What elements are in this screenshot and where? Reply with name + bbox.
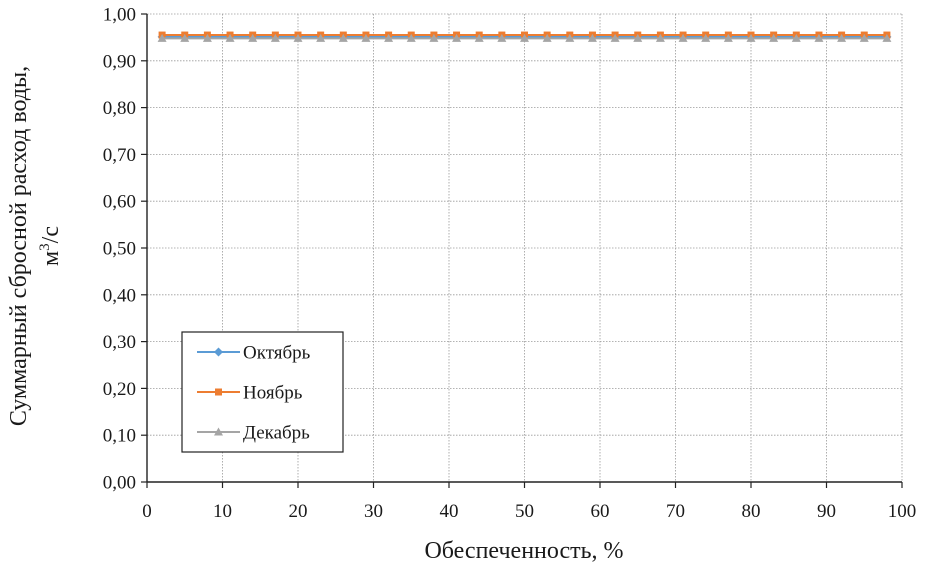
data-point xyxy=(180,33,190,42)
y-tick-label: 0,60 xyxy=(103,192,136,213)
x-tick-label: 20 xyxy=(289,501,308,522)
x-tick-label: 100 xyxy=(888,501,917,522)
data-point xyxy=(633,33,643,42)
x-tick-label: 50 xyxy=(515,501,534,522)
legend: Октябрь Ноябрь Декабрь xyxy=(181,331,344,453)
y-axis-title-line1: Суммарный сбросной расход воды, xyxy=(6,66,32,426)
y-axis-ticks: 0,00 0,10 0,20 0,30 0,40 0,50 0,60 0,70 0,80 0,90… xyxy=(103,5,147,494)
x-tick-label: 80 xyxy=(742,501,761,522)
x-tick-label: 30 xyxy=(364,501,383,522)
data-point xyxy=(723,33,733,42)
data-point xyxy=(791,33,801,42)
y-axis-unit-base: м xyxy=(38,251,64,266)
y-tick-label: 0,80 xyxy=(103,98,136,119)
data-point xyxy=(202,33,212,42)
data-point xyxy=(746,33,756,42)
data-point xyxy=(859,33,869,42)
data-point xyxy=(225,33,235,42)
data-point xyxy=(542,33,552,42)
y-tick-label: 1,00 xyxy=(103,5,136,26)
data-point xyxy=(678,33,688,42)
data-point xyxy=(361,33,371,42)
y-axis-title-line2: м3/с xyxy=(37,226,64,266)
y-tick-label: 0,30 xyxy=(103,332,136,353)
data-point xyxy=(384,33,394,42)
data-point xyxy=(520,33,529,42)
y-axis-unit-tail: /с xyxy=(38,226,64,243)
x-axis-title: Обеспеченность, % xyxy=(424,538,623,564)
y-tick-label: 0,00 xyxy=(103,473,136,494)
y-tick-label: 0,50 xyxy=(103,239,136,260)
legend-item-3: Декабрь xyxy=(197,423,310,444)
x-tick-label: 70 xyxy=(666,501,685,522)
data-point xyxy=(610,33,620,42)
data-point xyxy=(587,33,597,42)
data-point xyxy=(157,33,167,42)
legend-swatch-marker xyxy=(214,347,223,357)
data-point xyxy=(769,33,779,42)
y-tick-label: 0,40 xyxy=(103,285,136,306)
legend-swatch-marker xyxy=(215,388,222,396)
data-point xyxy=(655,33,665,42)
data-point xyxy=(565,33,575,42)
x-tick-label: 90 xyxy=(817,501,836,522)
series-group xyxy=(157,31,892,42)
legend-label: Октябрь xyxy=(243,343,311,364)
x-tick-label: 60 xyxy=(591,501,610,522)
data-point xyxy=(293,33,303,42)
data-point xyxy=(429,33,439,42)
data-point xyxy=(882,33,892,42)
data-point xyxy=(474,33,484,42)
legend-label: Ноябрь xyxy=(243,383,303,404)
data-point xyxy=(497,33,507,42)
data-point xyxy=(837,33,847,42)
data-point xyxy=(814,33,824,42)
legend-swatch-marker xyxy=(214,427,223,436)
x-tick-label: 10 xyxy=(213,501,232,522)
legend-item-2: Ноябрь xyxy=(197,383,303,404)
legend-label: Декабрь xyxy=(243,423,310,444)
data-point xyxy=(248,33,258,42)
data-point xyxy=(701,33,711,42)
y-tick-label: 0,10 xyxy=(103,426,136,447)
grid-lines xyxy=(147,13,903,482)
series-3 xyxy=(157,33,892,42)
y-tick-label: 0,90 xyxy=(103,51,136,72)
legend-item-1: Октябрь xyxy=(197,343,311,364)
data-point xyxy=(270,33,280,42)
x-tick-label: 40 xyxy=(440,501,459,522)
y-tick-label: 0,70 xyxy=(103,145,136,166)
y-tick-label: 0,20 xyxy=(103,379,136,400)
data-point xyxy=(316,33,326,42)
data-point xyxy=(338,33,348,42)
x-tick-label: 0 xyxy=(142,501,152,522)
x-axis-ticks: 0 10 20 30 40 50 60 70 80 90 100 xyxy=(142,482,916,522)
y-axis-unit-sup: 3 xyxy=(37,243,53,251)
data-point xyxy=(452,33,462,42)
data-point xyxy=(406,33,416,42)
y-axis-title: Суммарный сбросной расход воды, м3/с xyxy=(6,66,64,426)
